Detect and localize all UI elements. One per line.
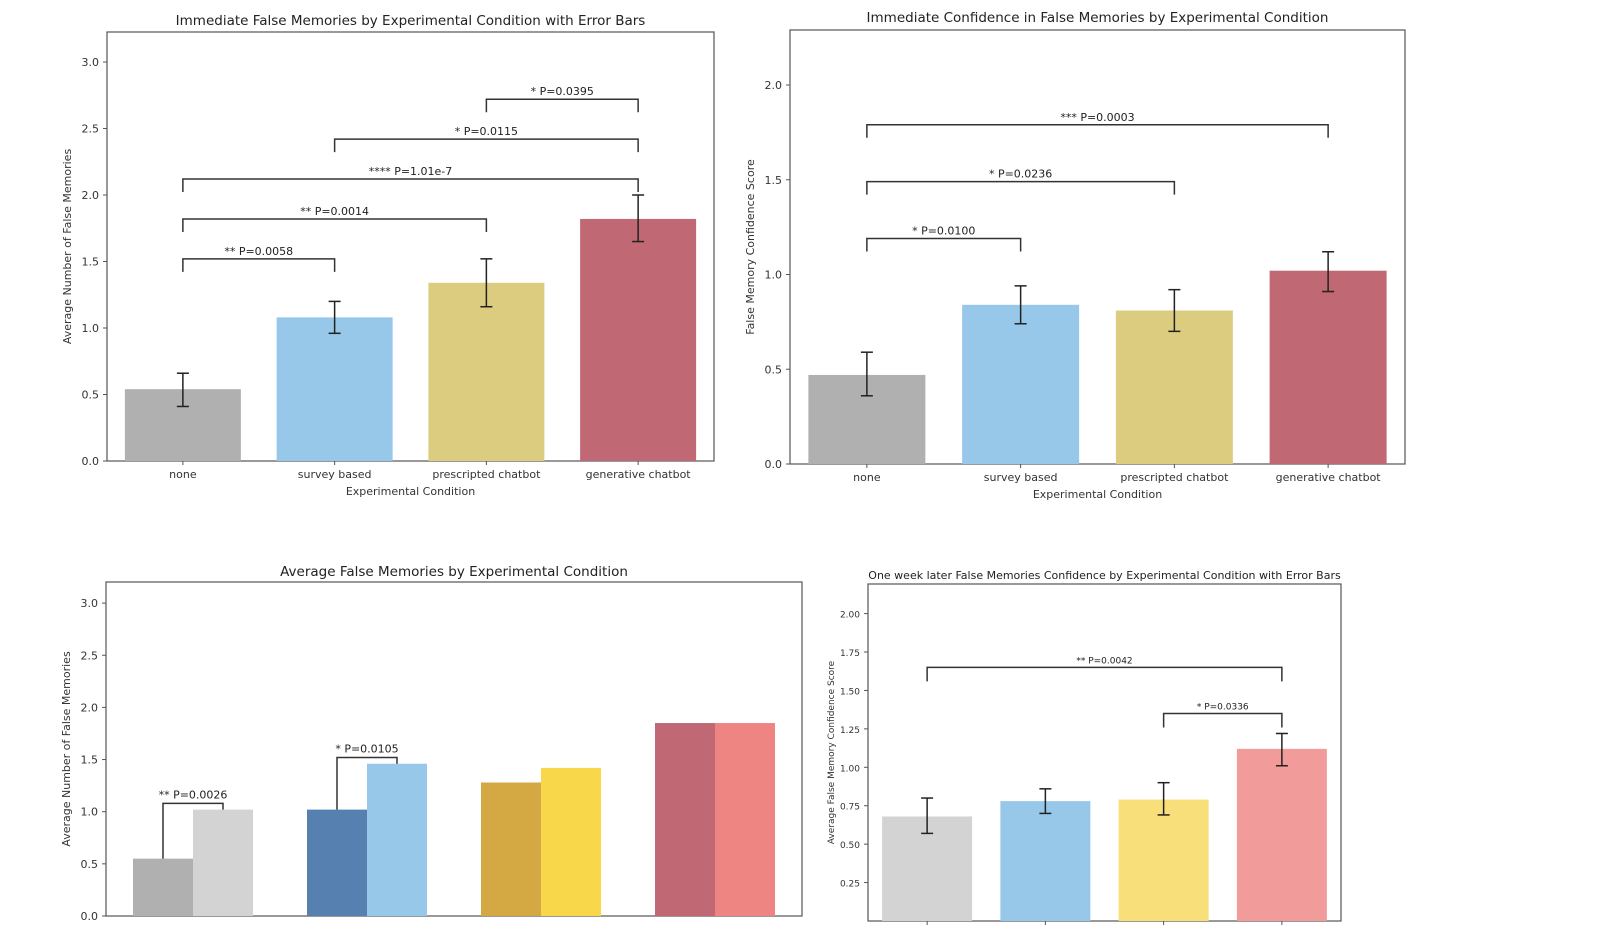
chart-one-week-confidence: One week later False Memories Confidence… [827, 569, 1342, 925]
significance-label: ** P=0.0014 [300, 205, 369, 218]
chart-average-false-memories: Average False Memories by Experimental C… [60, 564, 803, 923]
y-tick-label: 0.5 [765, 363, 783, 376]
bar-prescripted-chatbot [1115, 310, 1233, 464]
significance-bracket [182, 178, 639, 193]
significance-label: * P=0.0395 [531, 85, 594, 98]
significance-label: * P=0.0336 [1197, 703, 1249, 713]
chart-title: Immediate False Memories by Experimental… [176, 13, 646, 29]
y-axis-label: Average Number of False Memories [60, 651, 73, 847]
y-tick-label: 1.0 [82, 322, 100, 335]
significance-label: * P=0.0105 [335, 742, 398, 755]
bar-immediate-none [133, 858, 193, 916]
significance-bracket [182, 258, 336, 272]
x-tick-label: survey based [984, 471, 1058, 484]
y-tick-label: 1.25 [840, 726, 860, 736]
y-tick-label: 0.75 [840, 803, 860, 813]
bar-immediate-survey-based [307, 809, 367, 916]
plot-frame [789, 29, 1406, 465]
significance-bracket [485, 98, 639, 113]
significance-label: * P=0.0236 [989, 168, 1052, 181]
significance-label: *** P=0.0003 [1060, 111, 1134, 124]
y-tick-label: 0.0 [82, 455, 100, 468]
y-tick-label: 0.5 [82, 389, 100, 402]
x-axis-label: Experimental Condition [1033, 488, 1162, 501]
significance-bracket [182, 218, 488, 232]
x-tick-label: none [853, 471, 881, 484]
bar-generative-chatbot [1269, 270, 1387, 464]
y-tick-label: 1.75 [840, 649, 860, 659]
bar-one-week-later-prescripted-chatbot [541, 767, 601, 916]
chart-immediate-confidence: Immediate Confidence in False Memories b… [744, 10, 1406, 501]
significance-bracket [866, 237, 1022, 252]
chart-immediate-false-memories: Immediate False Memories by Experimental… [61, 13, 715, 498]
y-tick-label: 1.5 [765, 174, 783, 187]
significance-label: ** P=0.0026 [159, 788, 228, 801]
chart-title: Average False Memories by Experimental C… [280, 564, 628, 580]
plot-frame [867, 583, 1342, 922]
y-tick-label: 3.0 [81, 597, 99, 610]
y-tick-label: 0.5 [81, 858, 99, 871]
y-tick-label: 2.00 [840, 611, 860, 621]
bar-one-week-later-none [193, 809, 253, 916]
x-tick-label: survey based [298, 468, 372, 481]
bar-prescripted-chatbot [428, 282, 545, 461]
y-tick-label: 1.50 [840, 687, 860, 697]
y-tick-label: 0.50 [840, 841, 860, 851]
y-tick-label: 1.00 [840, 764, 860, 774]
bar-survey-based [1000, 801, 1091, 921]
y-tick-label: 0.0 [765, 458, 783, 471]
plot-frame [105, 581, 803, 917]
bar-immediate-prescripted-chatbot [481, 782, 541, 916]
y-tick-label: 0.25 [840, 880, 860, 890]
y-tick-label: 2.5 [82, 123, 100, 136]
y-tick-label: 2.0 [81, 701, 99, 714]
chart-title: One week later False Memories Confidence… [868, 569, 1341, 582]
bar-one-week-later-survey-based [367, 763, 427, 916]
x-tick-label: generative chatbot [1276, 471, 1382, 484]
chart-title: Immediate Confidence in False Memories b… [867, 10, 1329, 26]
x-tick-label: prescripted chatbot [1120, 471, 1229, 484]
y-tick-label: 2.5 [81, 649, 99, 662]
bar-immediate-generative-chatbot [655, 723, 715, 916]
significance-bracket [162, 802, 224, 859]
plot-frame [106, 31, 715, 462]
y-tick-label: 1.0 [765, 269, 783, 282]
significance-label: **** P=1.01e-7 [369, 165, 453, 178]
significance-label: ** P=0.0042 [1076, 656, 1132, 666]
significance-label: ** P=0.0058 [224, 245, 293, 258]
y-tick-label: 3.0 [82, 56, 100, 69]
y-tick-label: 1.5 [82, 256, 100, 269]
y-axis-label: Average Number of False Memories [61, 149, 74, 345]
bar-survey-based [962, 304, 1080, 464]
y-tick-label: 1.0 [81, 806, 99, 819]
bar-one-week-later-generative-chatbot [715, 723, 775, 916]
bar-generative-chatbot [1236, 748, 1327, 921]
significance-bracket [336, 756, 398, 810]
significance-bracket [866, 124, 1329, 138]
significance-bracket [926, 666, 1283, 682]
significance-bracket [333, 138, 639, 153]
y-tick-label: 1.5 [81, 754, 99, 767]
y-tick-label: 2.0 [765, 79, 783, 92]
bar-prescripted-chatbot [1118, 799, 1209, 921]
y-tick-label: 2.0 [82, 189, 100, 202]
significance-bracket [1162, 712, 1283, 728]
y-axis-label: Average False Memory Confidence Score [827, 660, 837, 844]
y-axis-label: False Memory Confidence Score [744, 159, 757, 335]
bar-generative-chatbot [580, 218, 697, 461]
significance-label: * P=0.0100 [912, 224, 975, 237]
x-axis-label: Experimental Condition [346, 485, 475, 498]
y-tick-label: 0.0 [81, 910, 99, 923]
bar-survey-based [276, 317, 393, 461]
x-tick-label: none [169, 468, 197, 481]
significance-label: * P=0.0115 [455, 125, 518, 138]
x-tick-label: prescripted chatbot [432, 468, 541, 481]
significance-bracket [866, 180, 1176, 195]
x-tick-label: generative chatbot [586, 468, 692, 481]
